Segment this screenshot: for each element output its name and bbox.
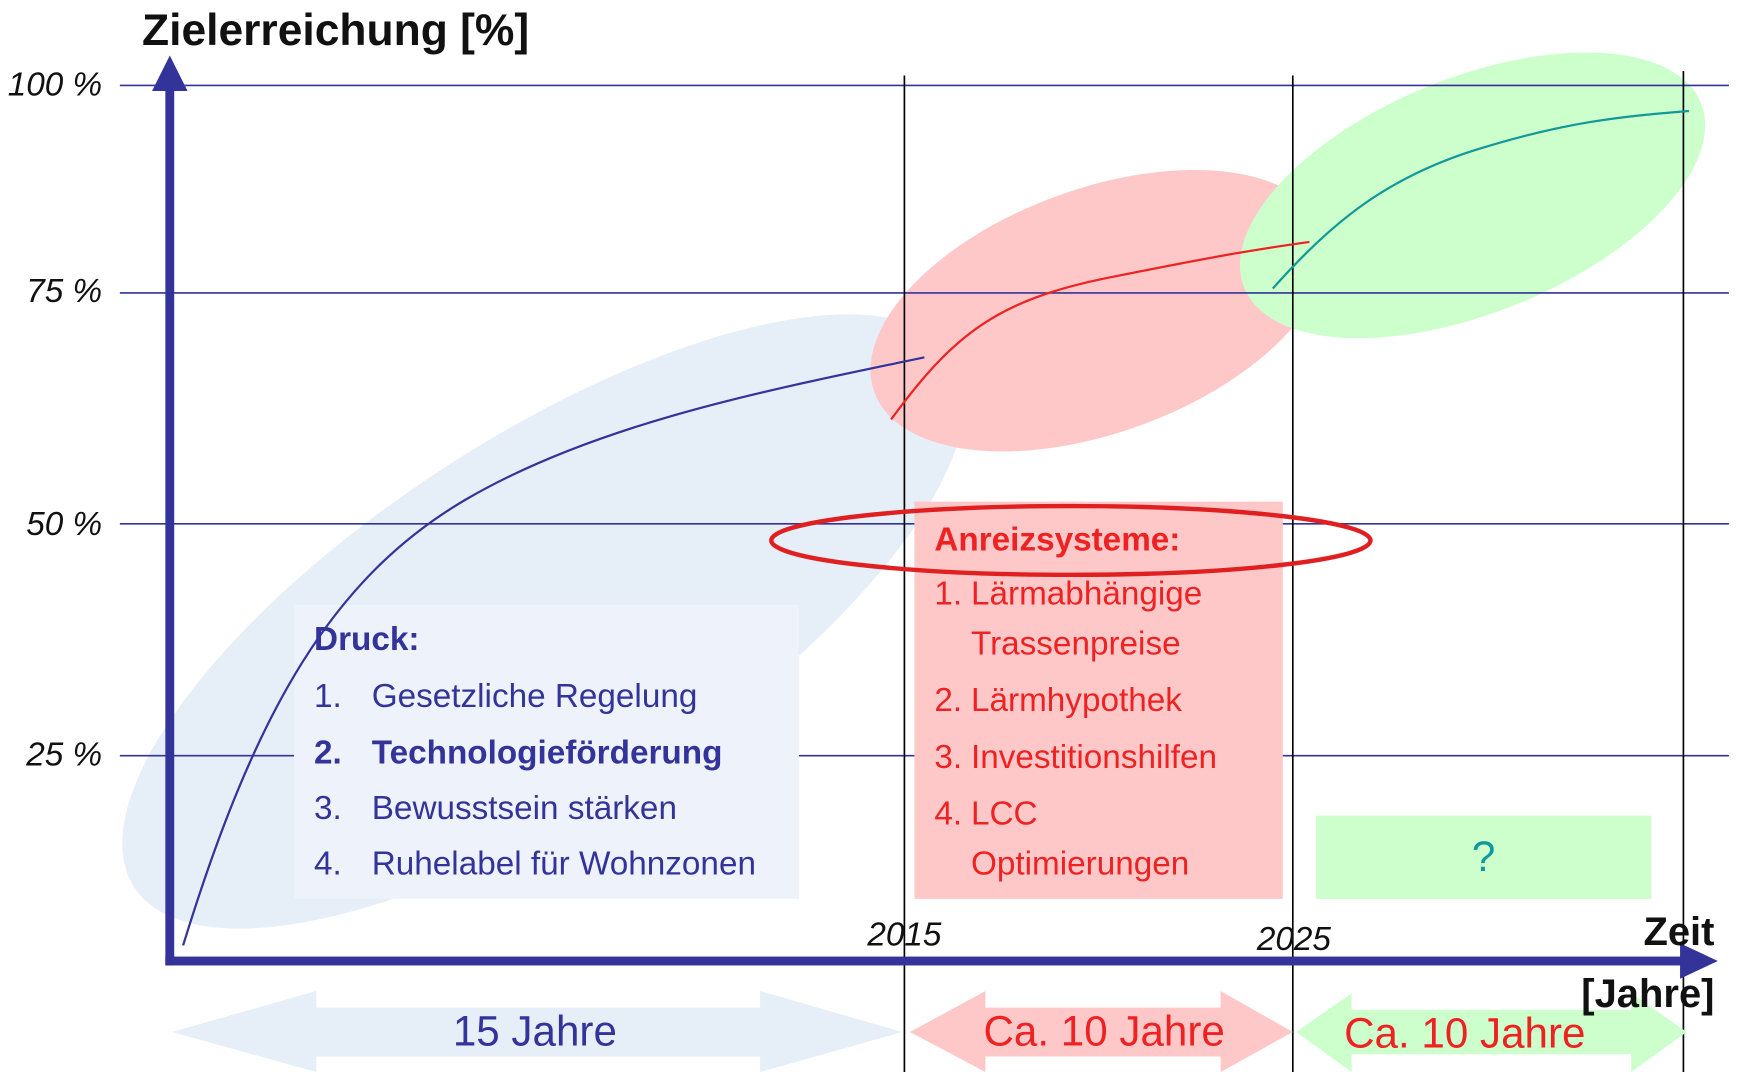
y-label: Zielerreichung [%] xyxy=(142,6,529,55)
period-label: Ca. 10 Jahre xyxy=(983,1007,1224,1054)
item-text: Ruhelabel für Wohnzonen xyxy=(372,845,756,882)
y-tick: 100 % xyxy=(8,66,102,103)
druck-box xyxy=(294,604,799,899)
box-title: Anreizsysteme: xyxy=(934,521,1180,558)
period-arrow xyxy=(1296,993,1687,1072)
y-tick: 75 % xyxy=(26,273,102,310)
curve xyxy=(890,240,1310,421)
y-tick: 50 % xyxy=(26,506,102,543)
item-text: Trassenpreise xyxy=(971,626,1181,663)
question-mark: ? xyxy=(1472,833,1495,880)
phase-ellipse xyxy=(1239,52,1706,339)
item-number: 1. xyxy=(934,576,962,613)
box-title: Druck: xyxy=(314,621,419,658)
year-lines xyxy=(903,71,1685,1072)
item-number: 4. xyxy=(934,795,962,832)
item-number: 2. xyxy=(314,734,342,771)
period-arrow xyxy=(172,990,903,1072)
item-text: Investitionshilfen xyxy=(971,739,1217,776)
item-text: LCC xyxy=(971,795,1038,832)
item-text: Lärmabhängige xyxy=(971,576,1202,613)
curve xyxy=(182,356,925,946)
highlight-ellipse xyxy=(769,503,1373,578)
curve xyxy=(1271,109,1690,290)
item-text: Optimierungen xyxy=(971,845,1189,882)
item-number: 3. xyxy=(934,739,962,776)
x-label: Zeit xyxy=(1643,910,1714,954)
anreiz-list: Anreizsysteme: 1. Lärmabhängige Trassenp… xyxy=(934,521,1217,882)
item-text: Bewusstsein stärken xyxy=(372,790,677,827)
x-tick: 2025 xyxy=(1256,921,1332,958)
phase-ellipse xyxy=(870,169,1327,452)
period-label: 15 Jahre xyxy=(453,1007,617,1054)
question-box xyxy=(1316,815,1652,899)
anreiz-box xyxy=(914,501,1283,899)
period-arrow xyxy=(909,990,1293,1072)
item-text: Lärmhypothek xyxy=(971,682,1182,719)
druck-list: Druck: 1. Gesetzliche Regelung 2. Techno… xyxy=(314,621,756,882)
y-tick: 25 % xyxy=(25,737,102,774)
item-number: 4. xyxy=(314,845,342,882)
item-text: Technologieförderung xyxy=(372,734,723,771)
item-text: Gesetzliche Regelung xyxy=(372,678,698,715)
item-number: 1. xyxy=(314,678,342,715)
x-tick: 2015 xyxy=(866,916,942,953)
item-number: 3. xyxy=(314,790,342,827)
period-label: Ca. 10 Jahre xyxy=(1344,1010,1585,1057)
item-number: 2. xyxy=(934,682,962,719)
x-label: [Jahre] xyxy=(1581,972,1714,1016)
axes xyxy=(152,55,1718,979)
